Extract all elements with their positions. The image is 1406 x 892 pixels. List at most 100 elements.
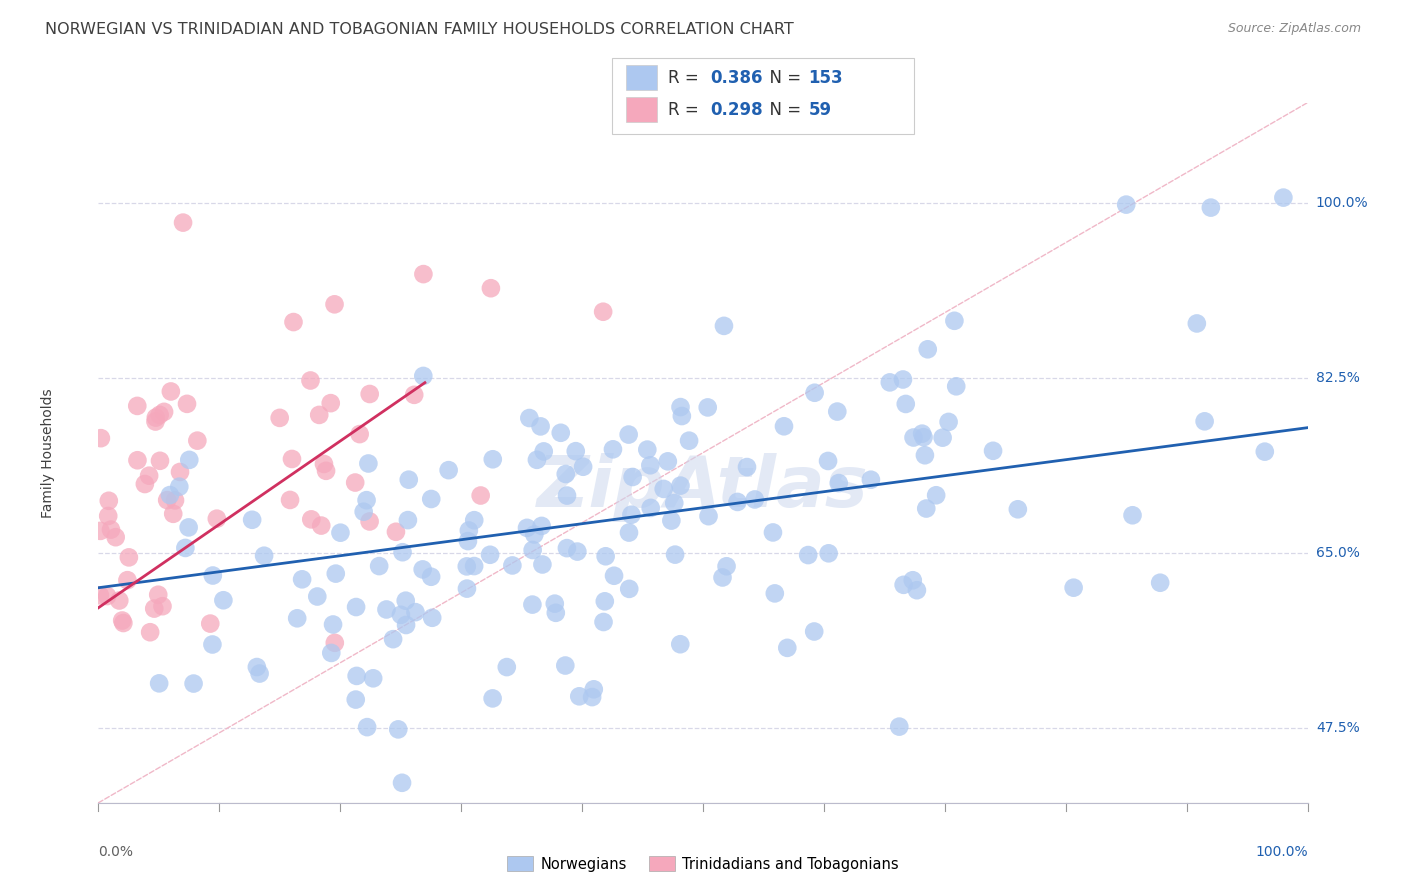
Point xyxy=(744,492,766,507)
Point xyxy=(827,404,849,418)
Point xyxy=(278,492,301,507)
Point xyxy=(357,457,380,471)
Point xyxy=(568,690,591,704)
Point xyxy=(183,676,205,690)
Point xyxy=(127,453,149,467)
Point xyxy=(544,597,567,611)
Point xyxy=(145,415,167,429)
Point xyxy=(711,570,734,584)
Point xyxy=(1185,317,1208,331)
Point xyxy=(152,599,174,614)
Point xyxy=(636,442,658,457)
Point xyxy=(617,427,640,442)
Point xyxy=(412,267,434,281)
Point xyxy=(664,548,686,562)
Point xyxy=(640,500,662,515)
Point xyxy=(108,593,131,607)
Point xyxy=(97,493,120,508)
Point xyxy=(323,636,346,650)
Text: N =: N = xyxy=(759,69,807,87)
Point xyxy=(893,578,915,592)
Point xyxy=(391,545,413,559)
Point xyxy=(321,646,343,660)
Point xyxy=(891,372,914,386)
Point xyxy=(176,397,198,411)
Point xyxy=(437,463,460,477)
Point xyxy=(169,480,191,494)
Point xyxy=(117,573,139,587)
Point xyxy=(156,493,179,508)
Point xyxy=(89,524,111,538)
Point xyxy=(375,602,398,616)
Point xyxy=(179,453,201,467)
Point xyxy=(385,524,408,539)
Point xyxy=(657,454,679,468)
Point xyxy=(912,430,935,444)
Point xyxy=(344,692,367,706)
Point xyxy=(776,640,799,655)
Point xyxy=(325,566,347,581)
Point xyxy=(246,660,269,674)
Point xyxy=(1272,191,1295,205)
Point xyxy=(359,387,381,401)
Point xyxy=(550,425,572,440)
Point xyxy=(581,690,603,704)
Point xyxy=(104,530,127,544)
Point xyxy=(285,611,308,625)
Point xyxy=(368,559,391,574)
Point xyxy=(915,501,938,516)
Point xyxy=(659,514,682,528)
Point xyxy=(696,401,718,415)
Point xyxy=(356,493,378,508)
Point xyxy=(533,444,555,458)
Point xyxy=(253,549,276,563)
Point xyxy=(1199,201,1222,215)
Point xyxy=(139,625,162,640)
Point xyxy=(803,624,825,639)
Point xyxy=(309,518,332,533)
Point xyxy=(395,593,418,607)
Point xyxy=(773,419,796,434)
Point xyxy=(544,606,567,620)
Point xyxy=(148,676,170,690)
Point xyxy=(212,593,235,607)
Point xyxy=(567,544,589,558)
Text: Family Households: Family Households xyxy=(41,388,55,517)
Text: 100.0%: 100.0% xyxy=(1316,195,1368,210)
Point xyxy=(463,513,485,527)
Point xyxy=(398,473,420,487)
Point xyxy=(470,489,492,503)
Point xyxy=(531,558,554,572)
Point xyxy=(323,297,346,311)
Point xyxy=(803,385,825,400)
Point xyxy=(344,475,367,490)
Point xyxy=(1063,581,1085,595)
Point xyxy=(859,473,882,487)
Point xyxy=(404,388,426,402)
Point xyxy=(118,550,141,565)
Point xyxy=(344,600,367,615)
Point xyxy=(412,562,434,576)
Point xyxy=(481,452,503,467)
Point xyxy=(1254,444,1277,458)
Text: NORWEGIAN VS TRINIDADIAN AND TOBAGONIAN FAMILY HOUSEHOLDS CORRELATION CHART: NORWEGIAN VS TRINIDADIAN AND TOBAGONIAN … xyxy=(45,22,794,37)
Point xyxy=(395,618,418,632)
Point xyxy=(361,671,384,685)
Point xyxy=(346,669,368,683)
Point xyxy=(981,443,1004,458)
Point xyxy=(283,315,305,329)
Point xyxy=(138,468,160,483)
Point xyxy=(1115,197,1137,211)
Point xyxy=(931,431,953,445)
Point xyxy=(172,216,194,230)
Point xyxy=(479,548,502,562)
Point xyxy=(602,442,624,457)
Text: 59: 59 xyxy=(808,101,831,119)
Point xyxy=(593,594,616,608)
Point xyxy=(200,616,222,631)
Point xyxy=(828,476,851,491)
Point xyxy=(312,457,335,471)
Point xyxy=(315,464,337,478)
Text: 47.5%: 47.5% xyxy=(1316,721,1360,735)
Point xyxy=(617,525,640,540)
